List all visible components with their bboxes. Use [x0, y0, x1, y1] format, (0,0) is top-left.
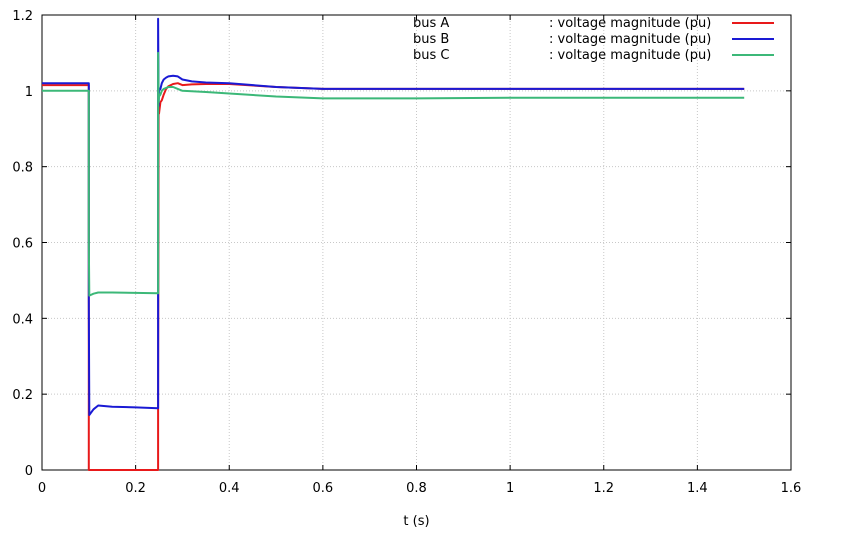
axis-ticks: 0 0.2 0.4 0.6 0.8 1 1.2 1.4 1.6 0 0.2 0.4 0.6 0.8 1 1.2: [12, 9, 801, 496]
series-line-bus-c: [42, 51, 745, 297]
legend-name: bus C: [413, 48, 449, 63]
x-tick-label: 0.6: [313, 481, 334, 496]
y-tick-label: 0.2: [12, 388, 33, 403]
legend: bus A : voltage magnitude (pu) bus B : volt…: [413, 16, 774, 63]
series-line-bus-a: [42, 82, 745, 471]
x-tick-label: 1.4: [687, 481, 708, 496]
legend-desc: : voltage magnitude (pu): [549, 48, 711, 63]
x-tick-label: 0.4: [219, 481, 240, 496]
legend-name: bus A: [413, 16, 449, 31]
x-tick-label: 0: [38, 481, 46, 496]
y-tick-label: 0.4: [12, 312, 33, 327]
x-tick-label: 1.6: [781, 481, 802, 496]
y-tick-label: 0: [25, 464, 33, 479]
grid-lines: [42, 15, 791, 470]
y-tick-label: 0.6: [12, 237, 33, 252]
series-group: [42, 17, 745, 471]
legend-name: bus B: [413, 32, 449, 47]
x-axis-label: t (s): [403, 514, 429, 529]
x-tick-label: 1.2: [593, 481, 614, 496]
x-tick-label: 0.2: [125, 481, 146, 496]
legend-desc: : voltage magnitude (pu): [549, 32, 711, 47]
x-tick-label: 1: [506, 481, 514, 496]
y-tick-label: 1.2: [12, 9, 33, 24]
y-tick-label: 0.8: [12, 161, 33, 176]
legend-desc: : voltage magnitude (pu): [549, 16, 711, 31]
series-line-bus-b: [42, 17, 745, 416]
y-tick-label: 1: [25, 85, 33, 100]
x-tick-label: 0.8: [406, 481, 427, 496]
